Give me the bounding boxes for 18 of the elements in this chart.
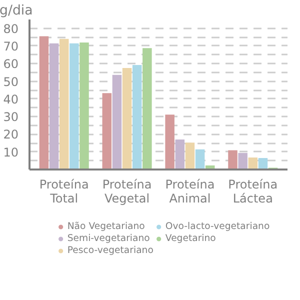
x-tick-label: Proteína Vegetal xyxy=(102,178,152,206)
x-tick-label: Proteína Láctea xyxy=(228,178,278,206)
y-axis-title: g/dia xyxy=(0,4,33,18)
legend-label: Não Vegetariano xyxy=(67,220,145,232)
y-tick-label: 70 xyxy=(3,39,19,54)
y-tick-label: 40 xyxy=(3,92,19,106)
y-tick-label: 10 xyxy=(3,145,19,160)
y-tick-label: 20 xyxy=(3,128,19,142)
legend-label: Pesco-vegetariano xyxy=(67,244,154,256)
x-tick-label: Proteína Animal xyxy=(165,178,215,206)
y-tick-label: 60 xyxy=(3,57,19,72)
legend-label: Ovo-lacto-vegetariano xyxy=(165,220,270,232)
legend-label: Semi-vegetariano xyxy=(67,232,150,244)
y-tick-label: 50 xyxy=(3,74,19,89)
y-tick-label: 80 xyxy=(3,22,19,36)
y-tick-label: 30 xyxy=(3,110,19,124)
legend-label: Vegetarino xyxy=(165,232,216,244)
x-tick-label: Proteína Total xyxy=(39,178,89,206)
